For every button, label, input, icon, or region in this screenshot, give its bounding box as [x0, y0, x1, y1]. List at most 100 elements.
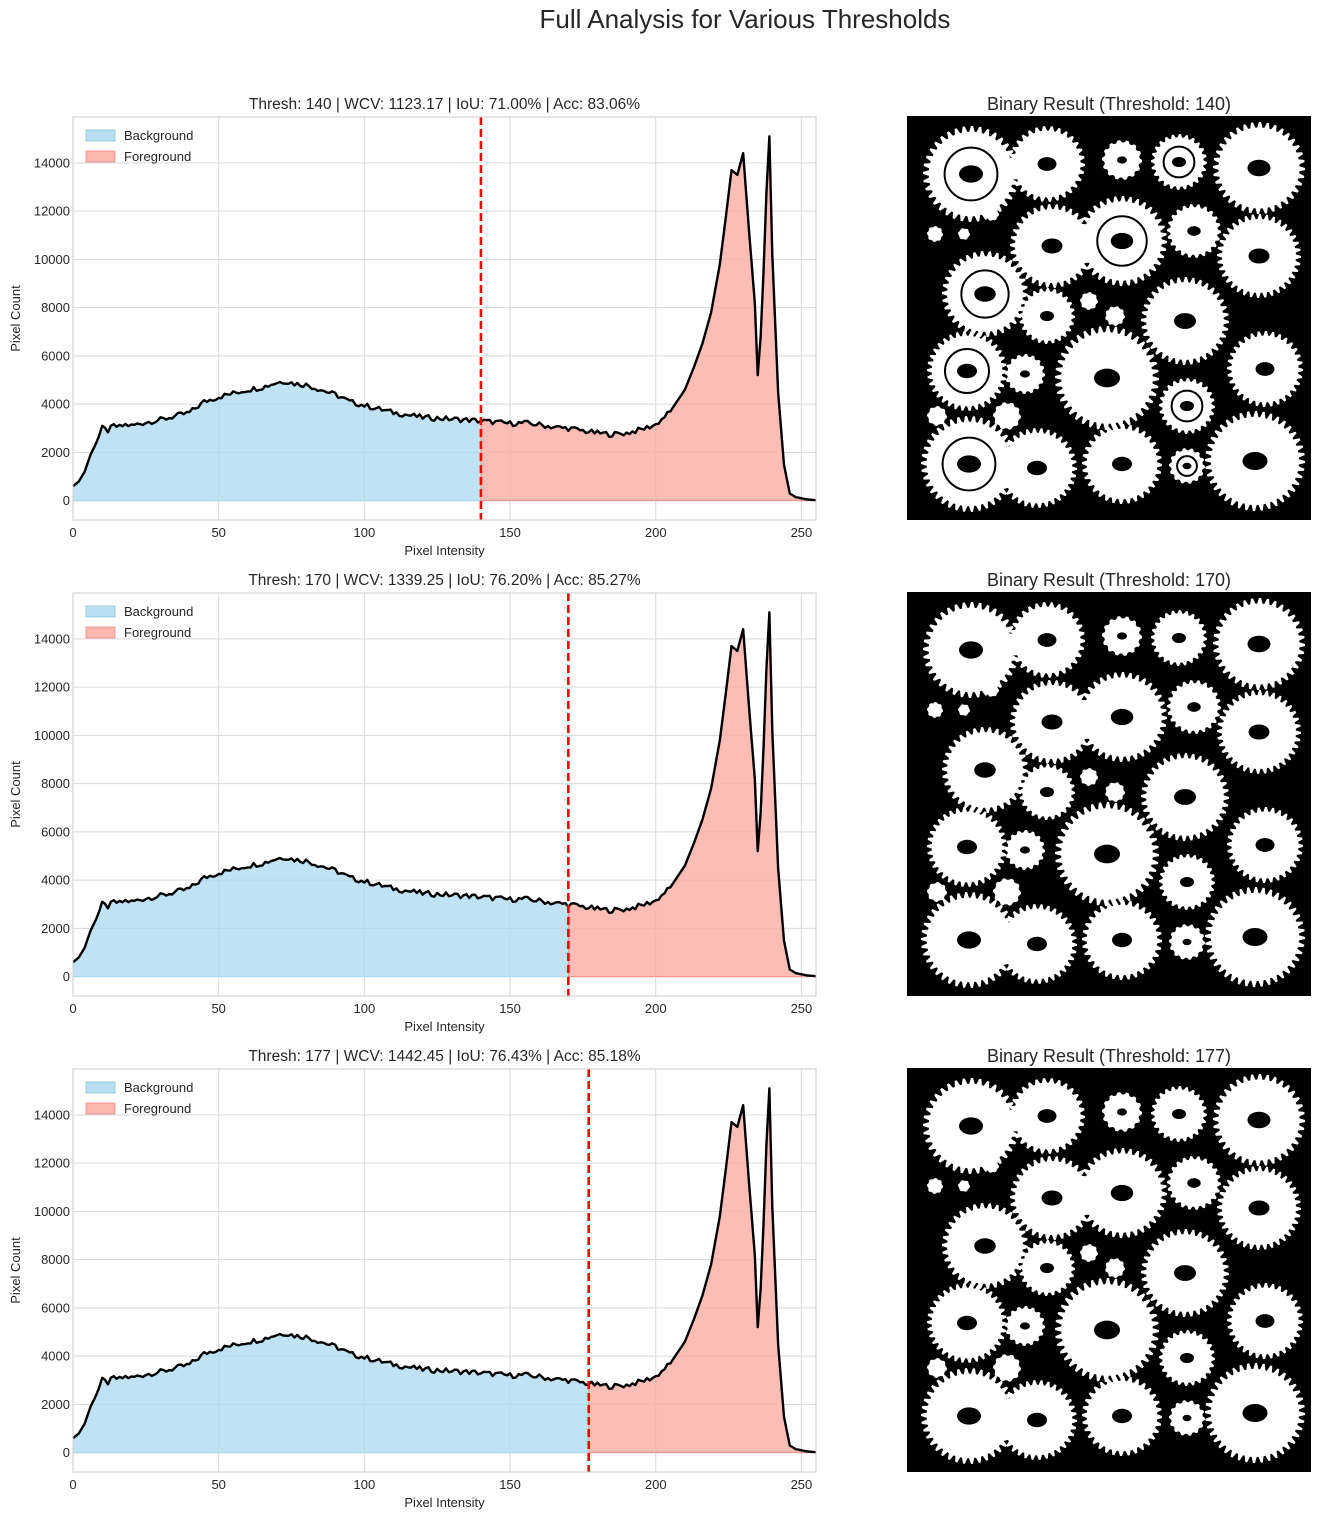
legend-swatch-background	[85, 1081, 116, 1094]
gear-hole	[1117, 156, 1127, 164]
gear-shape	[985, 1159, 999, 1173]
legend-label-foreground: Foreground	[124, 625, 191, 640]
gear-shape	[1080, 768, 1098, 786]
histogram-line	[72, 1087, 817, 1454]
gear-hole	[1182, 462, 1192, 470]
gear-shape	[958, 1180, 970, 1192]
legend: Background Foreground	[85, 128, 193, 164]
gear-hole	[957, 931, 981, 949]
y-tick-label: 6000	[41, 348, 70, 363]
binary-panel-3: Binary Result (Threshold: 177)	[907, 1046, 1311, 1472]
x-tick-label: 150	[499, 1477, 521, 1492]
gear-hole	[974, 1238, 996, 1254]
binary-panel-title: Binary Result (Threshold: 177)	[987, 1046, 1231, 1066]
binary-panel-1: Binary Result (Threshold: 140)	[907, 94, 1311, 520]
legend: Background Foreground	[85, 604, 193, 640]
gear-hole	[1027, 1412, 1047, 1428]
legend-label-background: Background	[124, 1080, 193, 1095]
x-tick-label: 50	[211, 1001, 225, 1016]
gear-shape	[993, 1354, 1021, 1382]
y-tick-label: 12000	[34, 204, 70, 219]
gear-shape	[1080, 292, 1098, 310]
gear-hole	[1182, 938, 1192, 946]
y-tick-label: 0	[63, 969, 70, 984]
gear-shape	[993, 402, 1021, 430]
plot-frame	[72, 592, 817, 997]
legend-label-foreground: Foreground	[124, 1101, 191, 1116]
gear-hole	[1110, 232, 1134, 250]
x-tick-label: 250	[791, 1477, 813, 1492]
gear-hole	[959, 1117, 983, 1135]
y-tick-label: 14000	[34, 155, 70, 170]
gear-hole	[1242, 1404, 1268, 1422]
gear-ring	[1170, 389, 1204, 423]
gear-shape	[1105, 1258, 1125, 1278]
legend-label-background: Background	[124, 604, 193, 619]
gear-shape	[1105, 782, 1125, 802]
gear-ring	[1162, 145, 1196, 179]
gear-hole	[1094, 1320, 1120, 1340]
gear-hole	[1040, 786, 1054, 798]
gear-ring	[944, 348, 990, 394]
gear-shape	[1105, 306, 1125, 326]
gear-shape	[927, 406, 947, 426]
gear-hole	[1174, 789, 1196, 805]
y-tick-label: 8000	[41, 1252, 70, 1267]
y-tick-label: 6000	[41, 1300, 70, 1315]
gear-hole	[1112, 932, 1132, 948]
y-axis-label: Pixel Count	[8, 1237, 23, 1304]
gear-hole	[1180, 1352, 1194, 1364]
gear-shape	[985, 207, 999, 221]
binary-panel-2: Binary Result (Threshold: 170)	[907, 570, 1311, 996]
legend-swatch-background	[85, 605, 116, 618]
gear-hole	[1174, 1265, 1196, 1281]
x-axis-label: Pixel Intensity	[404, 1019, 485, 1034]
gear-hole	[1040, 310, 1054, 322]
gear-hole	[1094, 844, 1120, 864]
gear-ring	[1096, 215, 1148, 267]
y-tick-label: 8000	[41, 776, 70, 791]
gear-hole	[1041, 714, 1063, 730]
x-tick-label: 250	[791, 525, 813, 540]
gear-ring	[960, 269, 1010, 319]
gear-shape	[927, 882, 947, 902]
histogram-panel-3: 0 50 100 150 200 250 0 2000 4000 6000 8000 10000 120…	[8, 1048, 817, 1510]
gear-hole	[1027, 460, 1047, 476]
gear-hole	[1255, 1314, 1275, 1328]
gear-hole	[1242, 928, 1268, 946]
gear-hole	[1037, 1109, 1057, 1123]
gear-shape	[993, 878, 1021, 906]
gear-hole	[1117, 632, 1127, 640]
x-tick-label: 50	[211, 1477, 225, 1492]
gear-hole	[1180, 876, 1194, 888]
gear-hole	[1172, 156, 1186, 168]
binary-image	[907, 592, 1311, 996]
x-tick-label: 0	[69, 1477, 76, 1492]
gear-hole	[1037, 633, 1057, 647]
gear-hole	[1172, 632, 1186, 644]
y-tick-label: 6000	[41, 824, 70, 839]
gear-hole	[959, 641, 983, 659]
gear-hole	[957, 1407, 981, 1425]
y-tick-label: 10000	[34, 252, 70, 267]
legend-swatch-foreground	[85, 1102, 116, 1115]
gear-hole	[957, 839, 977, 855]
gear-shape	[985, 683, 999, 697]
gear-hole	[1040, 1262, 1054, 1274]
legend: Background Foreground	[85, 1080, 193, 1116]
gear-ring	[943, 146, 999, 202]
y-tick-label: 0	[63, 1445, 70, 1460]
gear-hole	[1248, 248, 1270, 264]
gear-hole	[1041, 1190, 1063, 1206]
gear-hole	[1020, 846, 1030, 854]
y-tick-label: 4000	[41, 1349, 70, 1364]
gear-shape	[927, 1178, 943, 1194]
y-tick-label: 10000	[34, 1204, 70, 1219]
histogram-line	[72, 611, 817, 978]
y-tick-label: 12000	[34, 680, 70, 695]
gear-hole	[1020, 1322, 1030, 1330]
gear-hole	[957, 455, 981, 473]
x-tick-label: 0	[69, 525, 76, 540]
gear-hole	[959, 165, 983, 183]
histogram-line	[72, 135, 817, 502]
